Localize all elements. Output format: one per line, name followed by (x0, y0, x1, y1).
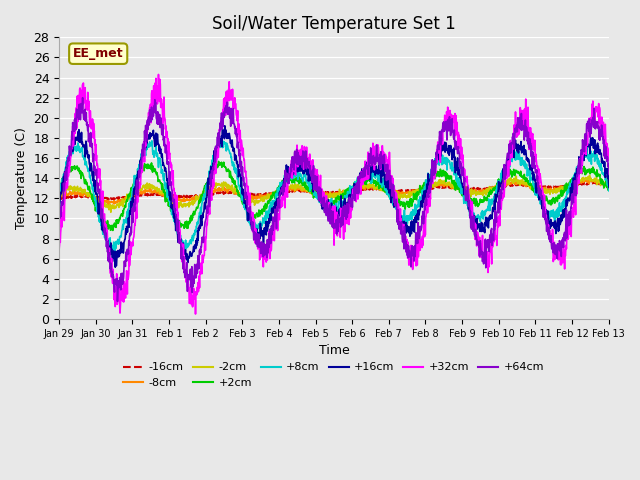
+64cm (113, 299, 121, 304)
+2cm (215, 158, 223, 164)
+16cm (111, 264, 119, 270)
+8cm (321, 200, 329, 206)
+64cm (321, 207, 329, 213)
-16cm (321, 189, 328, 195)
+2cm (321, 198, 329, 204)
-8cm (105, 202, 113, 207)
+32cm (191, 311, 199, 317)
-16cm (460, 187, 467, 192)
Line: +16cm: +16cm (59, 126, 640, 267)
-8cm (579, 177, 587, 182)
Line: -8cm: -8cm (59, 180, 640, 204)
Legend: -16cm, -8cm, -2cm, +2cm, +8cm, +16cm, +32cm, +64cm: -16cm, -8cm, -2cm, +2cm, +8cm, +16cm, +3… (119, 358, 549, 392)
-16cm (161, 192, 168, 198)
-8cm (321, 193, 328, 199)
+2cm (161, 187, 168, 192)
-16cm (604, 180, 612, 186)
-8cm (67, 189, 74, 194)
+2cm (55, 181, 63, 187)
+64cm (356, 173, 364, 179)
+64cm (67, 147, 74, 153)
+32cm (356, 183, 364, 189)
Line: +2cm: +2cm (59, 161, 640, 230)
+8cm (161, 177, 168, 183)
+32cm (161, 114, 168, 120)
+32cm (155, 72, 163, 77)
+32cm (55, 246, 63, 252)
-2cm (604, 180, 612, 185)
-8cm (604, 180, 612, 186)
+8cm (67, 153, 74, 159)
-16cm (592, 179, 600, 185)
+16cm (460, 192, 468, 197)
+16cm (604, 177, 612, 182)
Line: -2cm: -2cm (59, 175, 640, 212)
+2cm (604, 187, 612, 193)
+32cm (321, 198, 329, 204)
-16cm (67, 194, 74, 200)
-8cm (161, 194, 168, 200)
-2cm (321, 196, 328, 202)
+16cm (55, 202, 63, 207)
-8cm (55, 194, 63, 200)
+2cm (67, 168, 74, 174)
+2cm (109, 228, 116, 233)
+64cm (161, 142, 168, 147)
Text: EE_met: EE_met (73, 47, 124, 60)
+2cm (356, 179, 364, 185)
+32cm (604, 147, 612, 153)
+8cm (460, 201, 468, 206)
+16cm (321, 202, 329, 207)
+64cm (604, 164, 612, 170)
-16cm (106, 196, 113, 202)
+64cm (460, 177, 468, 182)
+32cm (460, 166, 468, 171)
+8cm (55, 186, 63, 192)
+8cm (604, 182, 612, 188)
+32cm (67, 162, 74, 168)
-8cm (460, 187, 467, 192)
+8cm (111, 251, 118, 256)
X-axis label: Time: Time (319, 344, 349, 357)
Y-axis label: Temperature (C): Temperature (C) (15, 127, 28, 229)
-8cm (355, 187, 363, 192)
+16cm (161, 164, 168, 169)
-16cm (355, 187, 363, 192)
Line: +64cm: +64cm (59, 98, 640, 301)
Line: -16cm: -16cm (59, 182, 640, 199)
Line: +8cm: +8cm (59, 138, 640, 253)
-2cm (460, 190, 467, 196)
-2cm (107, 209, 115, 215)
+64cm (79, 95, 86, 101)
+8cm (216, 135, 223, 141)
+64cm (55, 213, 63, 219)
-2cm (355, 183, 363, 189)
Title: Soil/Water Temperature Set 1: Soil/Water Temperature Set 1 (212, 15, 456, 33)
+8cm (356, 177, 364, 182)
-2cm (67, 183, 74, 189)
+16cm (356, 171, 364, 177)
+16cm (67, 147, 74, 153)
+16cm (221, 123, 228, 129)
-2cm (55, 194, 63, 200)
-2cm (586, 172, 593, 178)
-2cm (161, 191, 168, 197)
-16cm (55, 194, 63, 200)
+2cm (460, 193, 468, 199)
Line: +32cm: +32cm (59, 74, 640, 314)
